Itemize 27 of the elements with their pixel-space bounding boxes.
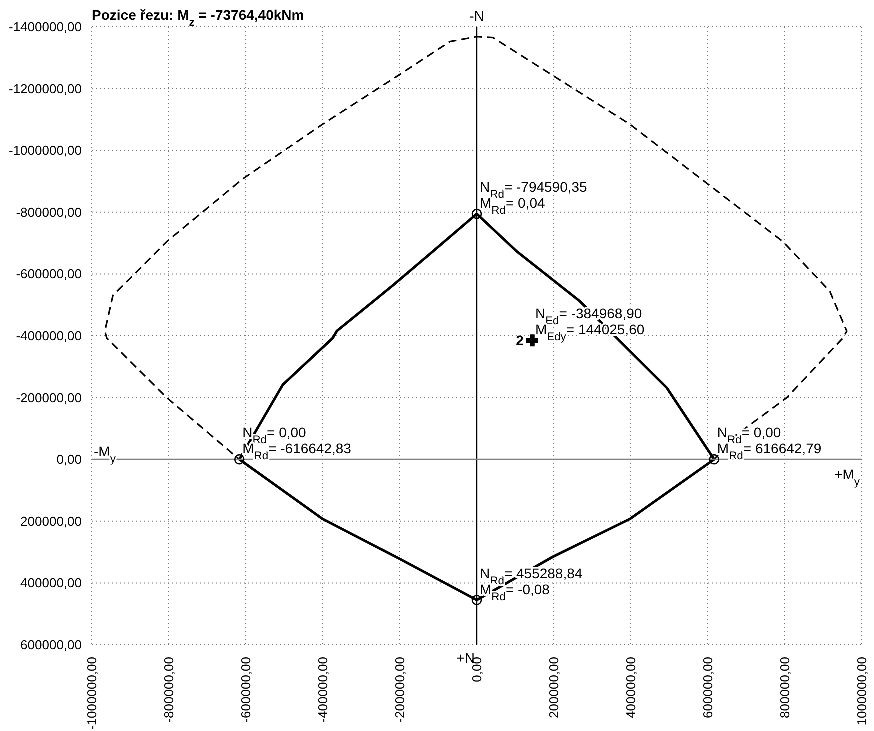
x-tick-label: 800000,00 xyxy=(778,657,792,718)
annotation: N$_{Rd}$= 0,00 M$_{Rd}$= 616642,79 xyxy=(717,424,822,463)
x-tick-label: -200000,00 xyxy=(392,657,408,723)
series-label: 2 xyxy=(516,332,524,349)
y-tick-label: -1400000,00 xyxy=(8,20,82,34)
y-tick-label: 400000,00 xyxy=(20,576,82,591)
annotation: +M$_{y}$ xyxy=(834,466,860,489)
x-tick-label: -800000,00 xyxy=(162,657,176,723)
y-tick-label: -1200000,00 xyxy=(8,81,82,96)
y-tick-label: -1000000,00 xyxy=(8,143,82,158)
x-tick-label: -400000,00 xyxy=(316,657,330,723)
x-tick-label: 400000,00 xyxy=(624,657,638,718)
x-tick-label: -600000,00 xyxy=(238,657,254,723)
x-tick-label: 600000,00 xyxy=(700,657,716,718)
chart-title: Pozice řezu: M$_{z}$ = -73764,40kNm xyxy=(92,7,304,29)
annotation: -M$_{y}$ xyxy=(94,444,116,466)
x-tick-label: 200000,00 xyxy=(546,657,562,718)
y-tick-label: -600000,00 xyxy=(16,266,82,282)
annotation: -N xyxy=(470,8,484,24)
y-tick-label: -200000,00 xyxy=(16,390,82,406)
y-tick-label: -800000,00 xyxy=(16,204,82,220)
y-tick-label: 200000,00 xyxy=(20,514,82,529)
y-tick-label: 600000,00 xyxy=(20,638,82,652)
y-tick-label: -400000,00 xyxy=(16,328,82,344)
x-tick-label: 1000000,00 xyxy=(854,657,870,726)
annotation: N$_{Rd}$= -794590,35 M$_{Rd}$= 0,04 xyxy=(480,179,588,218)
y-tick-label: 0,00 xyxy=(56,452,82,468)
